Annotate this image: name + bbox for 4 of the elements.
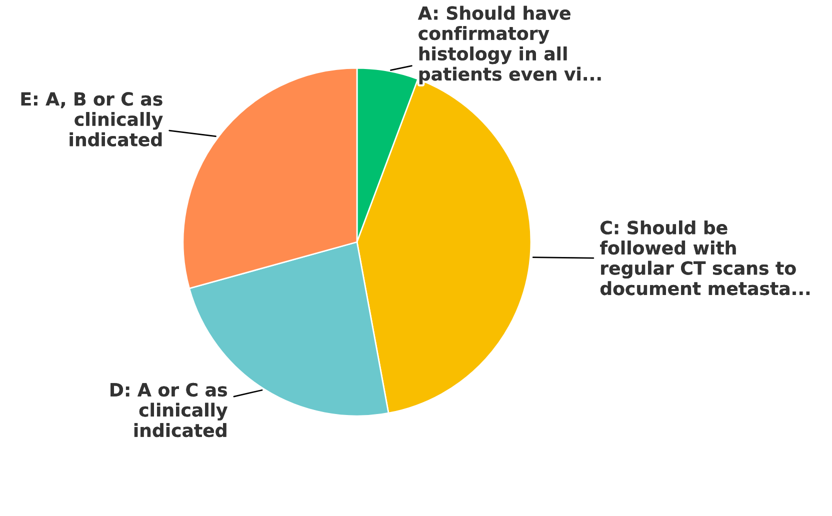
slice-label: E: A, B or C as clinically indicated (21, 92, 163, 146)
slice-label: A: Should have confirmatory histology in all patients even vi... (418, 6, 601, 84)
slice-label: C: Should be followed with regular CT scans to document metasta... (600, 220, 810, 296)
slice-label: D: A or C as clinically indicated (110, 382, 228, 438)
